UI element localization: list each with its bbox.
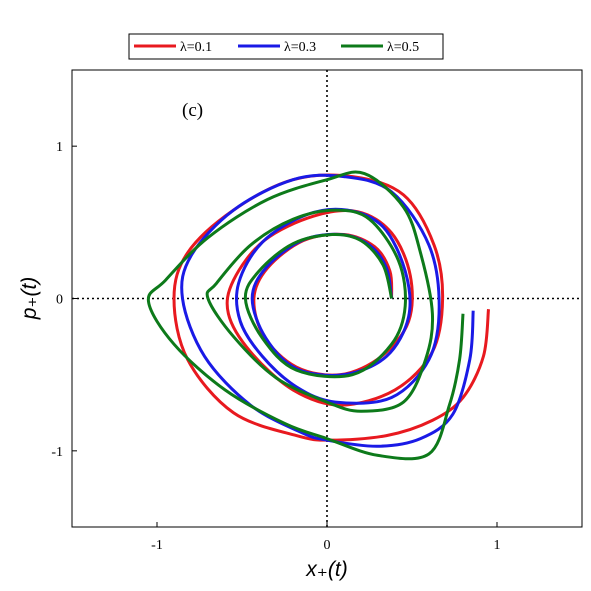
- x-tick-label: 0: [324, 538, 331, 553]
- y-tick-label: -1: [51, 445, 63, 460]
- y-tick-label: 1: [56, 140, 63, 155]
- x-tick-label: 1: [494, 538, 501, 553]
- x-tick-label: -1: [151, 538, 163, 553]
- legend-box: [128, 33, 444, 60]
- legend: λ=0.1 λ=0.3 λ=0.5: [128, 33, 444, 60]
- panel-label: (c): [182, 100, 203, 121]
- legend-label-2: λ=0.3: [284, 40, 316, 55]
- legend-label-1: λ=0.1: [180, 40, 212, 55]
- x-axis-label: x₊(t): [305, 558, 347, 581]
- y-axis-label: p₊(t): [18, 277, 41, 321]
- legend-label-3: λ=0.5: [387, 40, 419, 55]
- y-tick-label: 0: [56, 293, 63, 308]
- series-line-3: [146, 170, 465, 461]
